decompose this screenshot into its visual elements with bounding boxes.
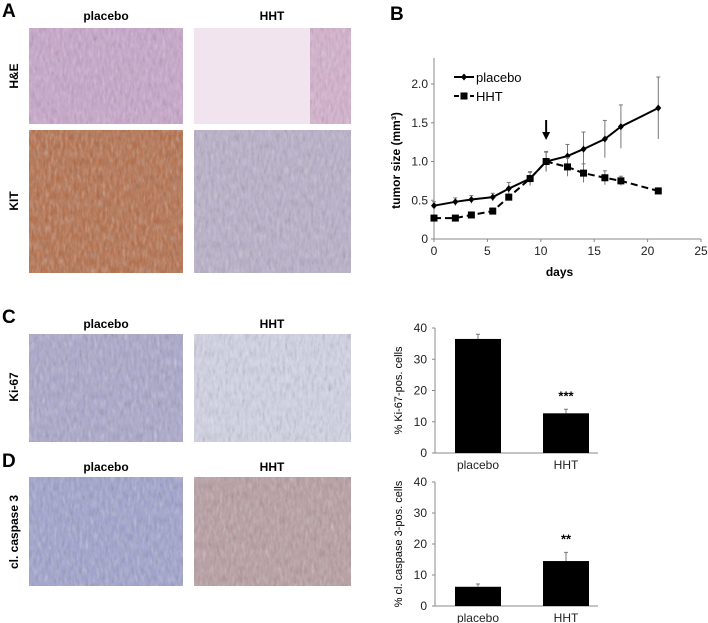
data-point-placebo [468,195,475,203]
col-label-d-placebo: placebo [83,460,128,474]
data-point-placebo [617,123,624,131]
y-tick-label: 0.5 [411,193,428,207]
micrograph-kit-placebo [29,130,183,273]
panel-letter-b: B [390,4,404,25]
chart-ki67-bars: 0 10 20 30 40 % Ki-67-pos. cells placebo HHT *** [393,321,598,472]
y-tick-label: 0 [420,446,427,460]
y-tick-label: 20 [414,537,428,551]
panel-letter-d: D [2,451,16,472]
y-tick-label: 1.0 [411,155,428,169]
micrograph-kit-hht [194,130,351,273]
x-tick-label: placebo [457,611,499,623]
data-point-placebo [431,202,437,210]
x-tick-label: 5 [484,244,491,258]
y-tick-label: 20 [414,384,428,398]
data-point-placebo [601,135,608,143]
col-label-a-hht: HHT [260,9,285,23]
col-label-d-hht: HHT [260,460,285,474]
legend-label-HHT: HHT [476,89,503,104]
col-label-c-placebo: placebo [83,317,128,331]
series-line-placebo [433,107,659,207]
data-point-HHT [526,175,534,183]
bar-HHT [543,561,589,606]
x-tick-label: 10 [534,244,548,258]
y-tick-label: 40 [414,321,428,335]
y-tick-label: 0 [420,599,427,613]
y-tick-label: 2.0 [411,77,428,91]
x-tick-label: 15 [588,244,602,258]
row-label-kit: KIT [7,191,21,211]
data-point-HHT [654,187,662,195]
y-tick-label: 40 [414,475,428,489]
x-axis-label: days [546,265,574,279]
panel-letter-a: A [2,1,16,22]
y-tick-label: 30 [414,506,428,520]
row-label-ki67: Ki-67 [7,372,21,402]
y-tick-label: 30 [414,352,428,366]
panel-letter-c: C [2,307,16,328]
y-tick-label: 10 [414,568,428,582]
arrow-head [542,132,551,140]
y-tick-label: 10 [414,415,428,429]
data-point-placebo [489,193,496,201]
micrograph-ki67-placebo [29,334,183,442]
data-point-HHT [505,193,513,201]
x-tick-label: 25 [694,244,708,258]
y-axis-label: tumor size (mm³) [389,112,403,209]
data-point-placebo [580,145,587,153]
x-tick-label: 0 [431,244,438,258]
significance-marker: *** [558,388,574,403]
y-axis-label: % Ki-67-pos. cells [393,346,405,435]
col-label-a-placebo: placebo [83,9,128,23]
data-point-placebo [505,185,512,193]
bar-placebo [455,586,501,606]
y-tick-label: 1.5 [411,116,428,130]
x-tick-label: HHT [554,458,579,472]
micrograph-caspase-hht [194,477,351,586]
data-point-HHT [467,211,475,219]
data-point-HHT [430,214,438,222]
legend-marker-placebo [461,73,467,81]
significance-marker: ** [561,531,572,546]
data-point-HHT [564,163,571,171]
bar-placebo [455,338,501,453]
data-point-HHT [580,169,588,177]
col-label-c-hht: HHT [260,317,285,331]
x-tick-label: 20 [641,244,655,258]
micrograph-he-hht [194,28,351,124]
chart-tumor-growth: 0 5 10 15 20 25 0 0.5 1.0 1.5 2.0 days tumor size (m… [389,58,708,279]
data-point-HHT [601,174,609,182]
row-label-caspase: cl. caspase 3 [7,495,21,569]
legend-marker-HHT [460,92,468,100]
bar-HHT [543,413,589,453]
y-tick-label: 0 [421,232,428,246]
legend-label-placebo: placebo [476,70,522,85]
data-point-placebo [452,198,459,206]
micrograph-caspase-placebo [29,477,183,586]
data-point-HHT [617,177,625,185]
row-label-he: H&E [7,63,21,88]
data-point-HHT [542,158,550,165]
y-axis-label: % cl. caspase 3-pos. cells [393,480,405,607]
chart-caspase-bars: 0 10 20 30 40 % cl. caspase 3-pos. cells place… [393,475,598,623]
x-tick-label: HHT [554,611,579,623]
data-point-HHT [489,207,497,215]
micrograph-ki67-hht [194,334,351,442]
micrograph-he-placebo [29,28,183,124]
data-point-placebo [655,104,662,112]
data-point-HHT [451,214,459,222]
x-tick-label: placebo [457,458,499,472]
